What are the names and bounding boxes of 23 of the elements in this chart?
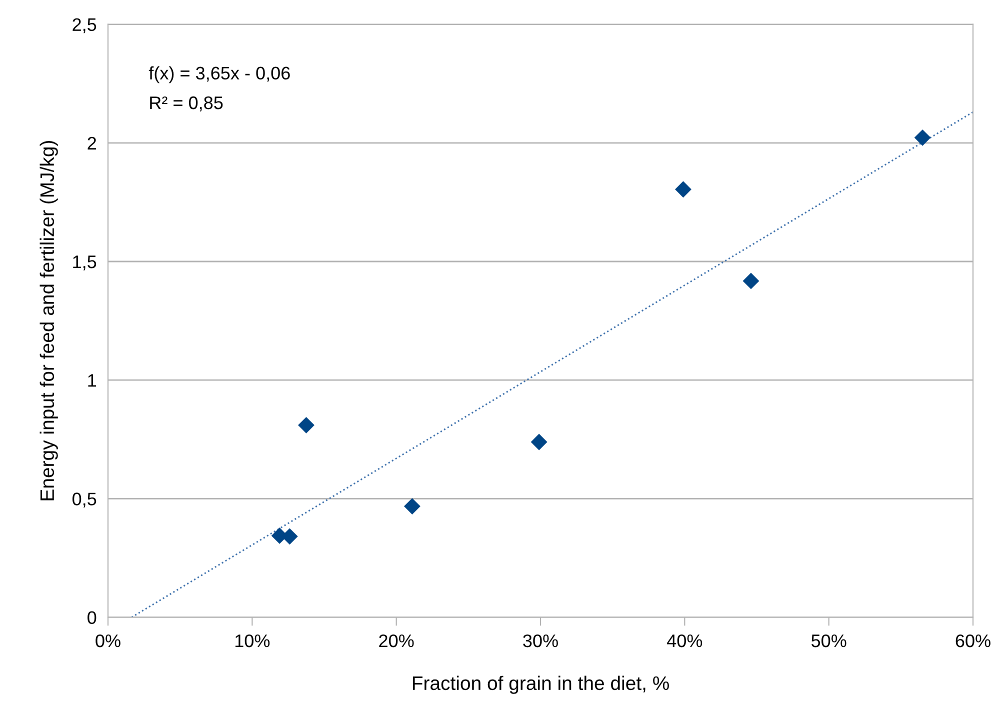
point	[914, 129, 931, 146]
x-tick-label: 10%	[235, 634, 270, 648]
y-tick-label: 2,5	[72, 18, 96, 34]
point	[298, 416, 314, 434]
point	[742, 272, 760, 290]
y-tick-label: 1	[88, 374, 96, 387]
x-axis-title: Fraction of grain in the diet, %	[412, 676, 669, 694]
x-tick-label: 50%	[811, 634, 846, 648]
x-tick-label: 40%	[667, 634, 702, 648]
x-tick-label: 60%	[956, 634, 990, 648]
annotation: f(x) = 3,65x - 0,06	[148, 66, 290, 84]
annotation: R² = 0,85	[150, 96, 223, 112]
y-tick-label: 0,5	[72, 492, 96, 508]
y-tick-label: 1,5	[73, 256, 96, 270]
y-tick-label: 2	[88, 136, 96, 150]
point	[675, 181, 692, 198]
y-axis-title: Energy input for feed and fertilizer (MJ/kg)	[40, 140, 58, 500]
point	[530, 434, 548, 450]
x-tick-label: 0%	[96, 634, 120, 648]
x-tick-label: 30%	[523, 634, 558, 648]
y-tick-label: 0	[88, 611, 96, 624]
point	[404, 498, 420, 515]
x-tick-label: 20%	[379, 634, 414, 648]
